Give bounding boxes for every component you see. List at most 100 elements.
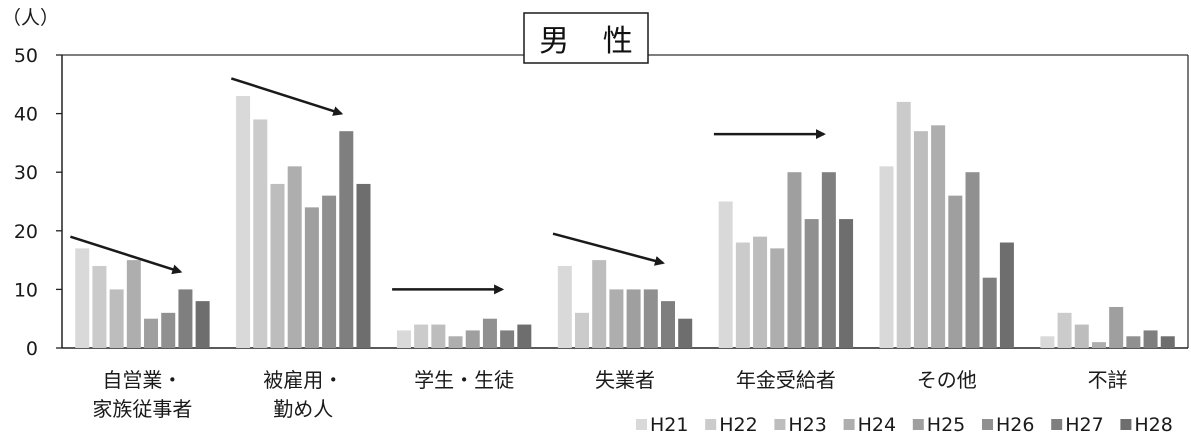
chart-title: 男 性 xyxy=(539,24,645,59)
bar-h22-cat6 xyxy=(896,101,911,348)
bar-h25-cat7 xyxy=(1109,306,1124,348)
bar-h28-cat7 xyxy=(1160,336,1175,348)
bar-h27-cat5 xyxy=(821,172,836,348)
legend-label-h28: H28 xyxy=(1134,414,1172,436)
bar-h24-cat1 xyxy=(126,260,141,348)
legend-swatch-h24 xyxy=(843,419,855,430)
bar-h28-cat1 xyxy=(195,301,210,348)
bar-h27-cat7 xyxy=(1143,330,1158,348)
bar-h25-cat5 xyxy=(787,172,802,348)
bar-h23-cat7 xyxy=(1074,324,1089,348)
bar-h21-cat7 xyxy=(1040,336,1055,348)
legend-swatch-h27 xyxy=(1051,419,1063,430)
bar-h21-cat2 xyxy=(236,96,251,349)
y-axis: 0 10 20 30 40 50 xyxy=(14,45,62,360)
bar-h26-cat7 xyxy=(1126,336,1141,348)
category-label-line: 勤め人 xyxy=(273,397,333,421)
bar-h27-cat1 xyxy=(178,289,193,348)
legend-swatch-h25 xyxy=(912,419,924,430)
bar-h21-cat3 xyxy=(396,330,411,348)
legend: H21 H22 H23 H24 H25 H26 H27 H28 xyxy=(636,414,1173,436)
bar-h24-cat4 xyxy=(609,289,624,348)
y-tick-label: 10 xyxy=(14,279,38,301)
bar-h23-cat6 xyxy=(913,131,928,348)
trend-arrow-decreasing xyxy=(70,235,183,275)
category-label-line: その他 xyxy=(917,368,977,392)
trend-arrows xyxy=(70,77,826,295)
bar-h26-cat6 xyxy=(965,172,980,348)
legend-label-h27: H27 xyxy=(1065,414,1103,436)
bar-h27-cat2 xyxy=(339,131,354,348)
bar-h24-cat6 xyxy=(931,125,946,348)
category-label: 学生・生徒 xyxy=(414,368,514,392)
chart-title-box: 男 性 xyxy=(523,12,649,64)
category-label: 不詳 xyxy=(1088,368,1128,392)
bar-h25-cat3 xyxy=(465,330,480,348)
legend-swatch-h28 xyxy=(1120,419,1132,430)
bar-h22-cat5 xyxy=(735,242,750,348)
category-label-line: 年金受給者 xyxy=(736,368,836,392)
plot-frame xyxy=(61,54,1189,349)
legend-label-h24: H24 xyxy=(858,414,896,436)
legend-label-h21: H21 xyxy=(650,414,688,436)
category-label-line: 家族従事者 xyxy=(92,397,192,421)
x-axis-labels: 自営業・家族従事者 被雇用・勤め人 学生・生徒 失業者 年金受給者 その他 不詳 xyxy=(92,368,1127,421)
legend-swatch-h22 xyxy=(705,419,717,430)
bar-h22-cat4 xyxy=(575,312,589,348)
category-label-line: 失業者 xyxy=(595,368,655,392)
bar-h23-cat5 xyxy=(753,236,768,348)
y-tick-label: 40 xyxy=(14,104,38,126)
bar-h21-cat4 xyxy=(557,265,572,348)
bar-h26-cat3 xyxy=(482,318,497,348)
bar-h25-cat1 xyxy=(144,318,159,348)
category-label-line: 不詳 xyxy=(1088,368,1128,392)
legend-swatch-h26 xyxy=(982,419,993,430)
legend-swatch-h23 xyxy=(774,419,786,430)
y-tick-label: 50 xyxy=(14,45,38,67)
category-label-line: 自営業・ xyxy=(102,368,182,392)
category-label-line: 学生・生徒 xyxy=(414,368,514,392)
category-label: 被雇用・勤め人 xyxy=(263,368,343,421)
bar-h24-cat2 xyxy=(287,166,302,348)
category-label-line: 被雇用・ xyxy=(263,368,343,392)
bar-h25-cat2 xyxy=(304,207,319,348)
bar-h27-cat6 xyxy=(982,277,997,348)
bar-h25-cat6 xyxy=(948,195,963,348)
y-axis-unit-label: （人） xyxy=(2,7,59,29)
trend-arrow-decreasing xyxy=(552,232,665,266)
bar-h22-cat2 xyxy=(253,119,268,349)
bar-h26-cat5 xyxy=(804,219,819,348)
y-tick-label: 20 xyxy=(14,221,38,243)
bar-h23-cat3 xyxy=(431,324,446,348)
bar-h28-cat2 xyxy=(356,183,371,348)
bar-h26-cat2 xyxy=(322,195,337,348)
legend-label-h26: H26 xyxy=(996,414,1034,436)
bar-h28-cat5 xyxy=(839,219,854,348)
bar-h28-cat6 xyxy=(999,242,1014,348)
bar-h27-cat4 xyxy=(661,301,675,348)
bar-h21-cat1 xyxy=(75,248,90,348)
bar-h28-cat3 xyxy=(517,324,532,348)
legend-label-h25: H25 xyxy=(927,414,965,436)
bar-h24-cat3 xyxy=(448,336,463,348)
bar-h27-cat3 xyxy=(500,330,515,348)
category-label: 年金受給者 xyxy=(736,368,836,392)
bar-h26-cat4 xyxy=(643,289,658,348)
trend-arrow-decreasing xyxy=(230,77,344,116)
bar-h26-cat1 xyxy=(161,312,176,348)
bar-h24-cat7 xyxy=(1091,342,1106,348)
bar-h22-cat1 xyxy=(92,265,107,348)
legend-swatch-h21 xyxy=(636,419,647,430)
bars xyxy=(75,96,1175,349)
y-tick-label: 0 xyxy=(26,338,38,360)
bar-h23-cat2 xyxy=(270,183,285,348)
category-label: 失業者 xyxy=(595,368,655,392)
bar-h21-cat5 xyxy=(718,201,733,348)
bar-h21-cat6 xyxy=(879,166,894,348)
bar-h23-cat4 xyxy=(592,260,607,348)
y-tick-label: 30 xyxy=(14,162,38,184)
bar-h24-cat5 xyxy=(770,248,785,348)
bar-h23-cat1 xyxy=(109,289,124,348)
legend-label-h22: H22 xyxy=(719,414,757,436)
